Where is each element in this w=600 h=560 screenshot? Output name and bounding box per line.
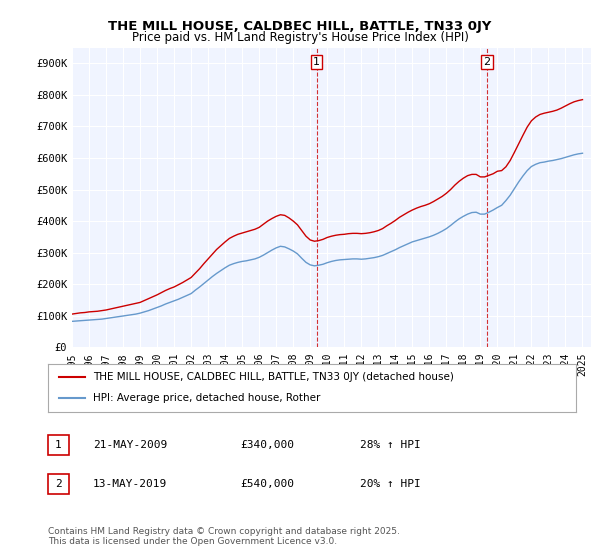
- Text: 13-MAY-2019: 13-MAY-2019: [93, 479, 167, 489]
- Text: £540,000: £540,000: [240, 479, 294, 489]
- Text: 1: 1: [55, 440, 62, 450]
- Text: THE MILL HOUSE, CALDBEC HILL, BATTLE, TN33 0JY (detached house): THE MILL HOUSE, CALDBEC HILL, BATTLE, TN…: [93, 372, 454, 382]
- Text: 2: 2: [55, 479, 62, 489]
- Text: £340,000: £340,000: [240, 440, 294, 450]
- Text: 20% ↑ HPI: 20% ↑ HPI: [360, 479, 421, 489]
- Text: 28% ↑ HPI: 28% ↑ HPI: [360, 440, 421, 450]
- Text: 21-MAY-2009: 21-MAY-2009: [93, 440, 167, 450]
- Text: Price paid vs. HM Land Registry's House Price Index (HPI): Price paid vs. HM Land Registry's House …: [131, 31, 469, 44]
- Text: 2: 2: [483, 57, 490, 67]
- Text: 1: 1: [313, 57, 320, 67]
- Text: HPI: Average price, detached house, Rother: HPI: Average price, detached house, Roth…: [93, 393, 320, 403]
- Text: Contains HM Land Registry data © Crown copyright and database right 2025.
This d: Contains HM Land Registry data © Crown c…: [48, 526, 400, 546]
- Text: THE MILL HOUSE, CALDBEC HILL, BATTLE, TN33 0JY: THE MILL HOUSE, CALDBEC HILL, BATTLE, TN…: [109, 20, 491, 32]
